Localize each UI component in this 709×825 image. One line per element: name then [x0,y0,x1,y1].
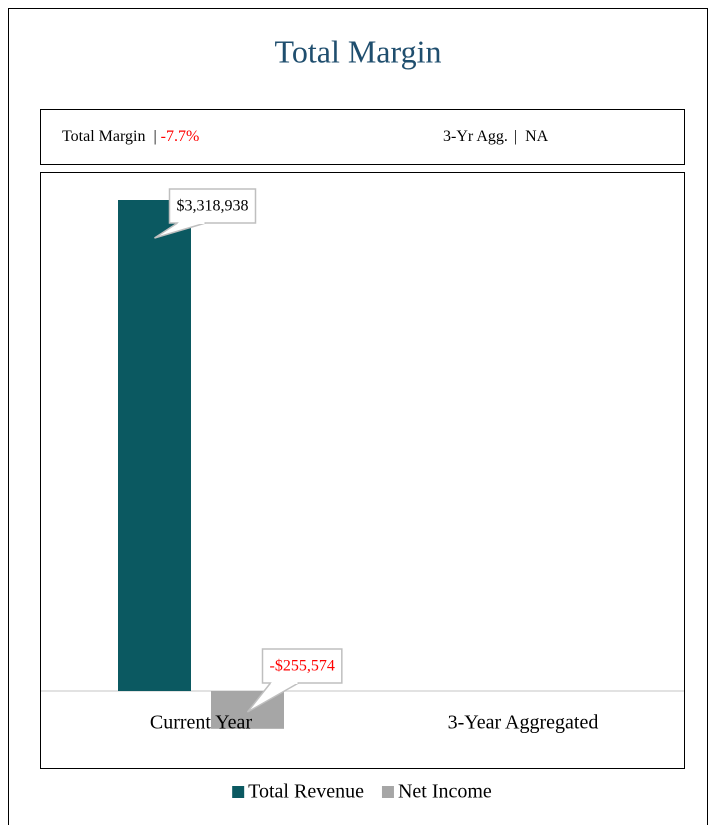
summary-separator: | [514,128,517,145]
data-label-box [261,648,343,684]
data-label-callout: -$255,574 [246,648,343,713]
plot-frame [40,172,685,769]
summary-agg-value: NA [525,128,549,145]
legend-swatch [232,786,245,798]
data-label: -$255,574 [270,658,335,675]
summary-line: Total Margin | -7.7% [62,128,199,145]
summary-value: -7.7% [161,128,200,145]
summary-agg-label: 3-Yr Agg. [443,128,508,145]
panel-frame [8,8,708,825]
x-tick-label: Current Year [150,712,253,734]
summary-label: Total Margin [62,128,145,145]
data-label-pointer [154,222,206,239]
data-label-pointer [246,682,299,713]
data-label: $3,318,938 [177,198,249,215]
summary-separator: | [153,128,156,145]
legend-swatch [381,786,394,798]
legend-label: Net Income [398,781,492,803]
x-tick-label: 3-Year Aggregated [448,712,599,734]
summary-agg-line: 3-Yr Agg. | NA [443,128,549,145]
chart-title: Total Margin [275,33,442,69]
data-label-box [168,188,257,224]
bar [118,200,191,691]
legend-label: Total Revenue [248,781,364,803]
summary-box [40,109,685,165]
legend: Total Revenue Net Income [232,781,492,803]
data-label-callout: $3,318,938 [154,188,257,239]
